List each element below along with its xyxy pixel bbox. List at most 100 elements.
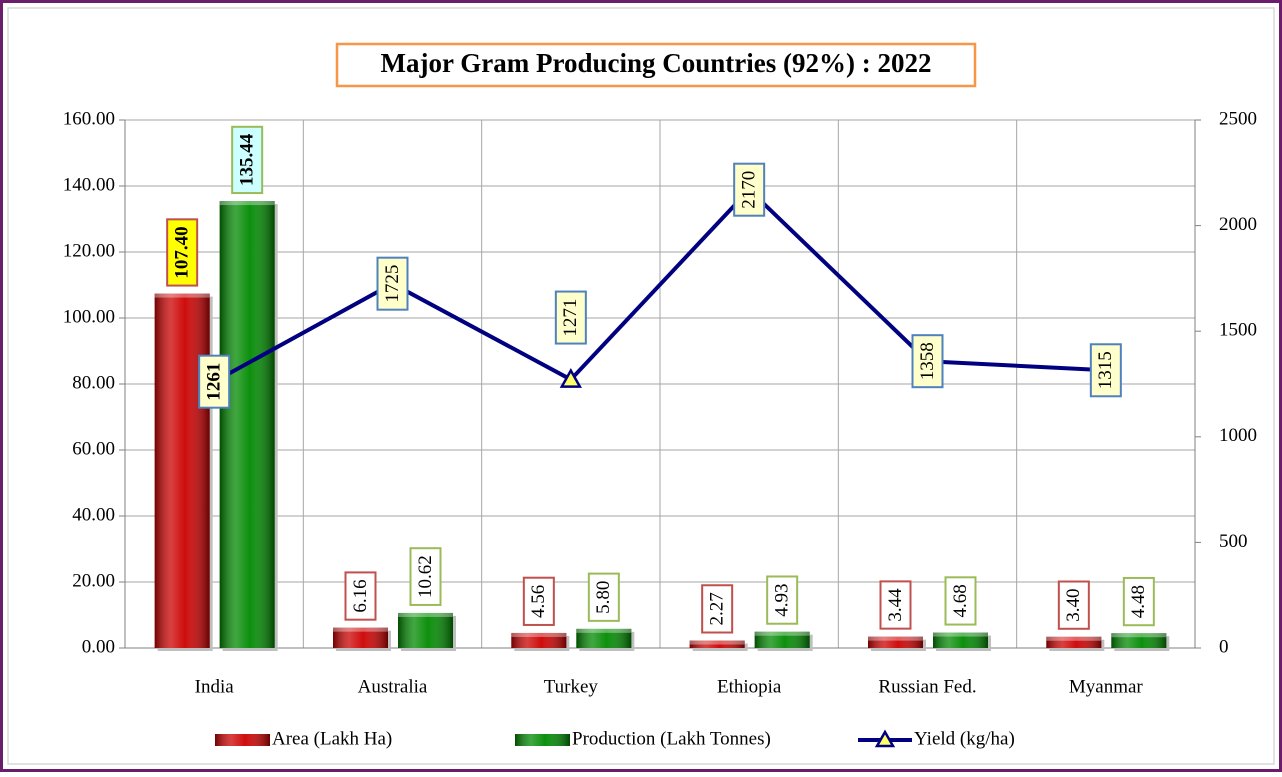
y-tick-label: 20.00 [72, 570, 115, 591]
bar-cap [868, 636, 923, 641]
data-label-text: 1725 [382, 265, 403, 303]
bar-cap [576, 628, 632, 633]
bar-cap [154, 293, 210, 298]
bar-shine [689, 640, 745, 648]
data-label: 1261 [198, 354, 231, 409]
y-tick-label: 40.00 [72, 504, 115, 525]
bar-shine [754, 631, 810, 648]
data-label: 3.40 [1057, 580, 1090, 630]
bar-cap [1046, 636, 1102, 641]
bar-cap [398, 612, 453, 617]
data-label-box [944, 576, 977, 626]
data-label-text: 3.44 [885, 588, 906, 622]
data-label-text: 1271 [560, 299, 581, 337]
data-label: 1315 [1089, 343, 1122, 398]
data-label-text: 1315 [1095, 351, 1116, 389]
bar-shine [154, 293, 210, 648]
bar-cap [511, 632, 567, 637]
data-label-text: 6.16 [350, 579, 371, 612]
bar-shine [868, 636, 923, 648]
bar-shine [576, 628, 632, 648]
data-label: 1271 [554, 290, 587, 345]
bar-cap [933, 632, 988, 637]
data-label-box [879, 580, 912, 630]
x-tick-label: Turkey [544, 676, 599, 697]
data-label-box [911, 334, 944, 389]
data-label: 2170 [733, 162, 766, 217]
data-label-box [522, 576, 555, 626]
data-label: 135.44 [231, 125, 264, 195]
bar-shine [511, 632, 567, 648]
data-label-box [166, 218, 199, 287]
y-tick-label: 140.00 [63, 174, 115, 195]
y2-tick-label: 500 [1219, 531, 1248, 552]
data-label-box [344, 571, 377, 621]
bar-cap [219, 201, 275, 206]
data-label-box [231, 125, 264, 195]
chart-title: Major Gram Producing Countries (92%) : 2… [381, 48, 932, 78]
data-label-text: 107.40 [172, 226, 193, 278]
legend-label: Yield (kg/ha) [914, 728, 1015, 749]
legend-label: Area (Lakh Ha) [272, 728, 392, 749]
data-label-box [1122, 576, 1155, 627]
data-label-text: 5.80 [593, 581, 614, 614]
data-label: 1358 [911, 334, 944, 389]
data-label: 6.16 [344, 571, 377, 621]
data-label-text: 4.68 [950, 584, 971, 617]
bar-cap [754, 631, 810, 636]
data-label-text: 2.27 [707, 592, 728, 625]
bar-shine [933, 632, 988, 648]
data-label-box [409, 547, 442, 606]
x-tick-label: Myanmar [1069, 676, 1144, 697]
bar-shine [1046, 636, 1102, 648]
data-label: 1725 [376, 256, 409, 311]
data-label-box [1057, 580, 1090, 630]
legend-label: Production (Lakh Tonnes) [572, 728, 771, 749]
y-tick-label: 0.00 [82, 636, 115, 657]
legend-swatch-shine [515, 734, 570, 746]
data-label: 107.40 [166, 218, 199, 287]
data-label: 4.56 [522, 576, 555, 626]
y2-tick-label: 0 [1219, 636, 1229, 657]
y-tick-label: 120.00 [63, 240, 115, 261]
x-tick-label: Ethiopia [717, 676, 782, 697]
bar-cap [689, 640, 745, 645]
legend-marker [874, 729, 896, 748]
data-label: 3.44 [879, 580, 912, 630]
data-label-box [766, 575, 799, 625]
data-label-box [554, 290, 587, 345]
x-tick-label: Australia [358, 676, 428, 697]
y-tick-label: 80.00 [72, 372, 115, 393]
y2-tick-label: 1000 [1219, 425, 1257, 446]
data-label: 5.80 [587, 572, 620, 622]
line [213, 187, 1106, 384]
y2-tick-label: 1500 [1219, 320, 1257, 341]
y-tick-label: 160.00 [63, 108, 115, 129]
title-box [335, 42, 977, 88]
line-marker [559, 368, 582, 388]
data-label: 10.62 [409, 547, 442, 606]
x-tick-label: India [195, 676, 235, 697]
bar-shine [1111, 633, 1167, 648]
data-label-text: 4.93 [772, 583, 793, 616]
inner-border [7, 7, 1275, 765]
data-label-text: 10.62 [415, 555, 436, 598]
data-label-box [376, 256, 409, 311]
data-label-box [733, 162, 766, 217]
data-label-box [701, 584, 734, 634]
data-label-box [587, 572, 620, 622]
x-tick-label: Russian Fed. [878, 676, 976, 697]
data-label-text: 4.56 [528, 585, 549, 618]
y-tick-label: 100.00 [63, 306, 115, 327]
data-label-text: 1358 [917, 342, 938, 380]
data-label-text: 4.48 [1128, 585, 1149, 618]
data-label: 4.68 [944, 576, 977, 626]
data-label-text: 2170 [739, 171, 760, 209]
data-label: 4.93 [766, 575, 799, 625]
legend-swatch-shine [215, 734, 270, 746]
data-label-text: 1261 [204, 363, 225, 401]
bar-shine [398, 612, 453, 648]
y2-tick-label: 2000 [1219, 214, 1257, 235]
data-label-text: 3.40 [1063, 589, 1084, 622]
